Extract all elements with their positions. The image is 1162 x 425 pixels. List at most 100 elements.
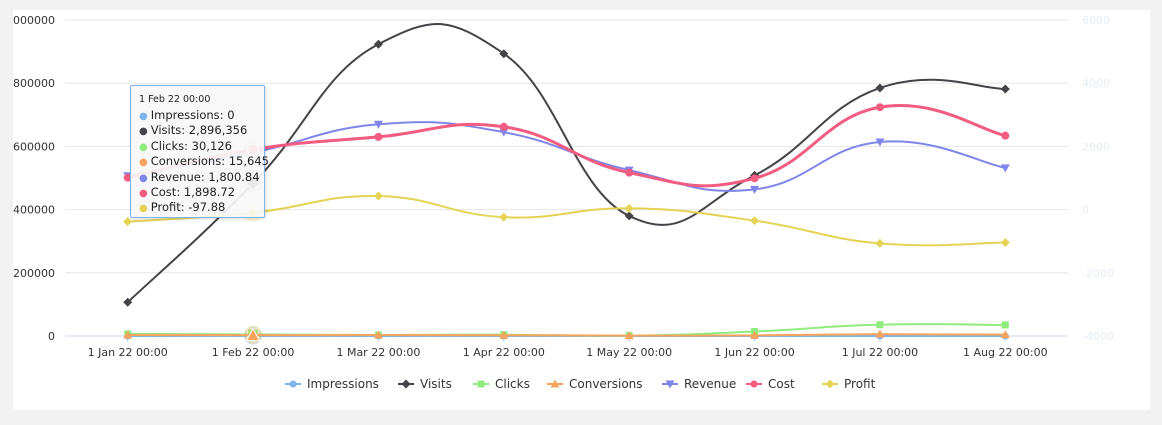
tooltip-row: ● Conversions: 15,645 <box>139 154 269 169</box>
data-point <box>750 174 759 183</box>
tooltip-value: 15,645 <box>228 154 269 169</box>
y-tick-label-left: 2400000 <box>13 204 55 217</box>
legend-marker-icon <box>750 380 758 388</box>
tooltip-dot: ● <box>139 157 148 169</box>
x-tick-label: 1 Feb 22 00:00 <box>212 346 295 359</box>
data-point <box>1000 164 1010 173</box>
legend-item-revenue[interactable]: Revenue <box>684 377 736 391</box>
x-tick-label: 1 Mar 22 00:00 <box>336 346 420 359</box>
x-tick-label: 1 May 22 00:00 <box>586 346 672 359</box>
data-point <box>624 203 634 213</box>
tooltip-row: ● Cost: 1,898.72 <box>139 184 236 199</box>
tooltip-row: ● Impressions: 0 <box>139 108 235 122</box>
data-point <box>1001 131 1010 140</box>
tooltip-row: ● Visits: 2,896,356 <box>139 123 248 138</box>
data-point <box>1000 84 1010 94</box>
tooltip-value: 1,898.72 <box>183 184 236 199</box>
tooltip-row: ● Clicks: 30,126 <box>139 138 232 153</box>
data-point <box>499 49 509 59</box>
y-tick-label-left: 6000000 <box>13 14 55 27</box>
y-tick-label-right: 0 <box>1082 204 1089 217</box>
tooltip-dot: ● <box>139 203 148 215</box>
y-tick-label-left: 3600000 <box>13 140 55 153</box>
series-line-visits <box>127 22 1006 304</box>
series-line-cost <box>127 104 1006 188</box>
data-point <box>1000 237 1010 247</box>
data-point <box>499 212 509 222</box>
data-point <box>1001 321 1009 329</box>
data-point <box>875 83 885 93</box>
y-tick-label-left: 4800000 <box>13 77 55 90</box>
data-point <box>625 168 634 177</box>
tooltip-row: ● Revenue: 1,800.84 <box>139 169 260 184</box>
data-point <box>499 330 509 339</box>
legend-marker-icon <box>550 379 560 388</box>
chart-panel: 0 1200000 2400000 3600000 4800000 6000000 -400… <box>13 10 1150 410</box>
tooltip-label: Profit <box>150 200 181 215</box>
legend-item-impressions[interactable]: Impressions <box>307 377 379 391</box>
data-point <box>123 173 132 182</box>
data-point <box>750 185 760 194</box>
y-tick-label-right: -2000 <box>1082 267 1114 280</box>
series-line-profit <box>127 195 1006 247</box>
x-tick-label: 1 Aug 22 00:00 <box>963 346 1048 359</box>
data-point <box>875 138 885 147</box>
line-chart: 0 1200000 2400000 3600000 4800000 6000000 -400… <box>13 14 1114 391</box>
series-line-conversions <box>127 333 1006 337</box>
chart-tooltip: 1 Feb 22 00:00 ● Impressions: 0 ● Visits: … <box>130 85 269 218</box>
tooltip-title: 1 Feb 22 00:00 <box>139 94 211 105</box>
legend-marker-icon <box>289 380 297 388</box>
tooltip-value: 2,896,356 <box>188 123 248 138</box>
data-point <box>876 321 884 329</box>
x-tick-label: 1 Jul 22 00:00 <box>842 346 918 359</box>
data-point <box>750 216 760 226</box>
legend-item-profit[interactable]: Profit <box>844 377 876 391</box>
tooltip-label: Cost <box>150 184 177 199</box>
y-tick-label-left: 0 <box>48 330 55 343</box>
data-point <box>875 329 885 338</box>
y-tick-label-right: -4000 <box>1082 330 1114 343</box>
legend-marker-icon <box>401 379 411 389</box>
tooltip-value: 1,800.84 <box>208 169 260 184</box>
tooltip-dot: ● <box>139 126 148 138</box>
legend-marker-icon <box>477 380 485 388</box>
data-point <box>373 120 383 129</box>
data-point <box>624 211 634 221</box>
tooltip-label: Revenue <box>150 169 201 184</box>
y-tick-label-right: 6000 <box>1082 14 1110 27</box>
legend-marker-icon <box>665 380 675 389</box>
tooltip-value: 30,126 <box>191 138 232 153</box>
data-point <box>373 39 383 49</box>
tooltip-value: 0 <box>227 108 235 122</box>
x-tick-label: 1 Jun 22 00:00 <box>714 346 794 359</box>
data-point <box>499 128 509 137</box>
tooltip-label: Clicks <box>150 138 185 153</box>
tooltip-row: ● Profit: -97.88 <box>139 200 226 215</box>
tooltip-label: Impressions <box>150 108 220 122</box>
legend-item-cost[interactable]: Cost <box>768 377 795 391</box>
data-point <box>123 297 133 307</box>
y-tick-label-right: 4000 <box>1082 77 1110 90</box>
tooltip-dot: ● <box>139 111 148 122</box>
data-point <box>373 191 383 201</box>
tooltip-value: -97.88 <box>188 200 226 215</box>
data-point <box>875 103 884 112</box>
x-tick-label: 1 Apr 22 00:00 <box>463 346 545 359</box>
tooltip-dot: ● <box>139 187 148 199</box>
tooltip-dot: ● <box>139 141 148 153</box>
data-point <box>373 330 383 339</box>
data-point <box>875 238 885 248</box>
tooltip-label: Conversions <box>150 154 222 169</box>
data-point <box>750 330 760 339</box>
legend-item-visits[interactable]: Visits <box>420 377 452 391</box>
legend-item-clicks[interactable]: Clicks <box>495 377 530 391</box>
y-tick-label-right: 2000 <box>1082 140 1110 153</box>
tooltip-dot: ● <box>139 172 148 184</box>
data-point <box>1000 330 1010 339</box>
legend-marker-icon <box>825 379 835 389</box>
tooltip-label: Visits <box>150 123 182 138</box>
data-point <box>374 132 383 141</box>
data-point <box>624 331 634 340</box>
legend-item-conversions[interactable]: Conversions <box>569 377 643 391</box>
data-point <box>123 217 133 227</box>
